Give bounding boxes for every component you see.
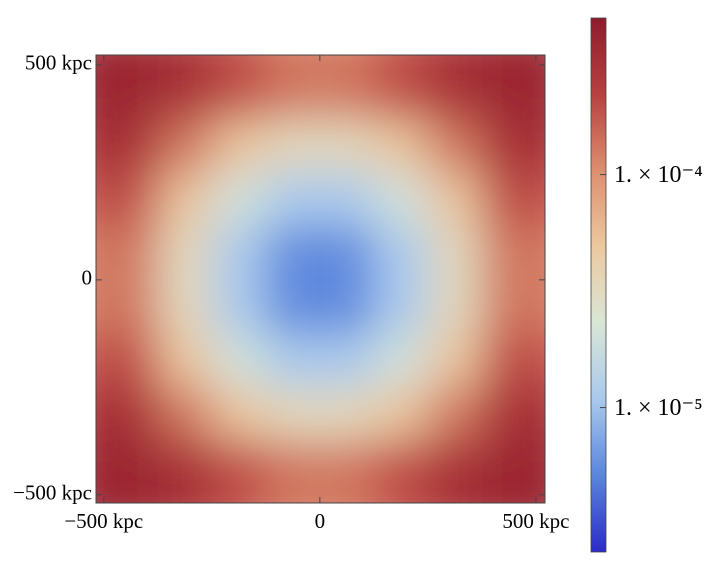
heatmap-cell — [373, 333, 429, 388]
heatmap-cell — [373, 226, 429, 281]
y-tick-label: 500 kpc — [25, 51, 92, 75]
heatmap-cell — [373, 55, 429, 120]
heatmap-cell — [265, 172, 321, 227]
x-tick-label: 0 — [315, 509, 326, 533]
x-tick-label: 500 kpc — [502, 509, 569, 533]
heatmap-cell — [373, 387, 429, 442]
heatmap-cell — [265, 333, 321, 388]
heatmap-cell — [96, 333, 159, 388]
heatmap-cell — [481, 441, 545, 503]
heatmap-cell — [373, 172, 429, 227]
heatmap-cell — [373, 279, 429, 335]
heatmap-cell — [265, 226, 321, 281]
heatmap-cell — [96, 441, 159, 503]
heatmap-cell — [481, 387, 545, 442]
heatmap-cell — [211, 387, 267, 442]
heatmap-cell — [481, 172, 545, 227]
heatmap-cell — [96, 118, 159, 173]
heatmap-cell — [211, 441, 267, 503]
y-tick-label: 0 — [82, 266, 93, 290]
heatmap-cell — [427, 333, 483, 388]
colorbar-tick-label: 1. × 10⁻⁴ — [614, 162, 703, 188]
heatmap-cell — [481, 333, 545, 388]
frame — [95, 54, 546, 504]
heatmap-cell — [211, 226, 267, 281]
heatmap-cell — [157, 226, 213, 281]
heatmap-cell — [319, 441, 375, 503]
heatmap-cell — [157, 441, 213, 503]
colorbar-tick-label: 1. × 10⁻⁵ — [614, 395, 703, 421]
heatmap-cell — [265, 279, 321, 335]
heatmap-cell — [427, 226, 483, 281]
heatmap-cell — [427, 172, 483, 227]
heatmap-cell — [319, 387, 375, 442]
heatmap-cell — [96, 55, 159, 120]
heatmap-cell — [427, 387, 483, 442]
heatmap-cell — [96, 279, 159, 335]
x-tick-label: −500 kpc — [64, 509, 143, 533]
plot-area — [96, 55, 545, 503]
heatmap-cell — [427, 441, 483, 503]
heatmap-cell — [319, 226, 375, 281]
heatmap-cell — [211, 118, 267, 173]
heatmap-cell — [265, 55, 321, 120]
heatmap-cell — [211, 55, 267, 120]
heatmap-cell — [373, 118, 429, 173]
heatmap-cell — [211, 172, 267, 227]
colorbar — [590, 17, 607, 553]
heatmap-cell — [373, 441, 429, 503]
heatmap-cell — [481, 279, 545, 335]
heatmap-cell — [265, 387, 321, 442]
heatmap-cell — [96, 172, 159, 227]
heatmap-cell — [157, 172, 213, 227]
heatmap-cell — [211, 333, 267, 388]
heatmap-cell — [96, 387, 159, 442]
heatmap-cell — [319, 55, 375, 120]
heatmap — [96, 55, 545, 503]
heatmap-cell — [157, 118, 213, 173]
heatmap-cell — [319, 279, 375, 335]
heatmap-cell — [319, 172, 375, 227]
heatmap-cell — [265, 441, 321, 503]
heatmap-cell — [319, 118, 375, 173]
heatmap-cell — [211, 279, 267, 335]
heatmap-cell — [427, 118, 483, 173]
heatmap-cell — [96, 226, 159, 281]
heatmap-cell — [427, 55, 483, 120]
heatmap-cell — [481, 118, 545, 173]
heatmap-cell — [481, 55, 545, 120]
heatmap-cell — [265, 118, 321, 173]
heatmap-cell — [481, 226, 545, 281]
heatmap-cell — [427, 279, 483, 335]
heatmap-cell — [319, 333, 375, 388]
heatmap-cell — [157, 279, 213, 335]
heatmap-cell — [157, 333, 213, 388]
heatmap-cell — [157, 55, 213, 120]
y-tick-label: −500 kpc — [13, 481, 92, 505]
heatmap-cell — [157, 387, 213, 442]
